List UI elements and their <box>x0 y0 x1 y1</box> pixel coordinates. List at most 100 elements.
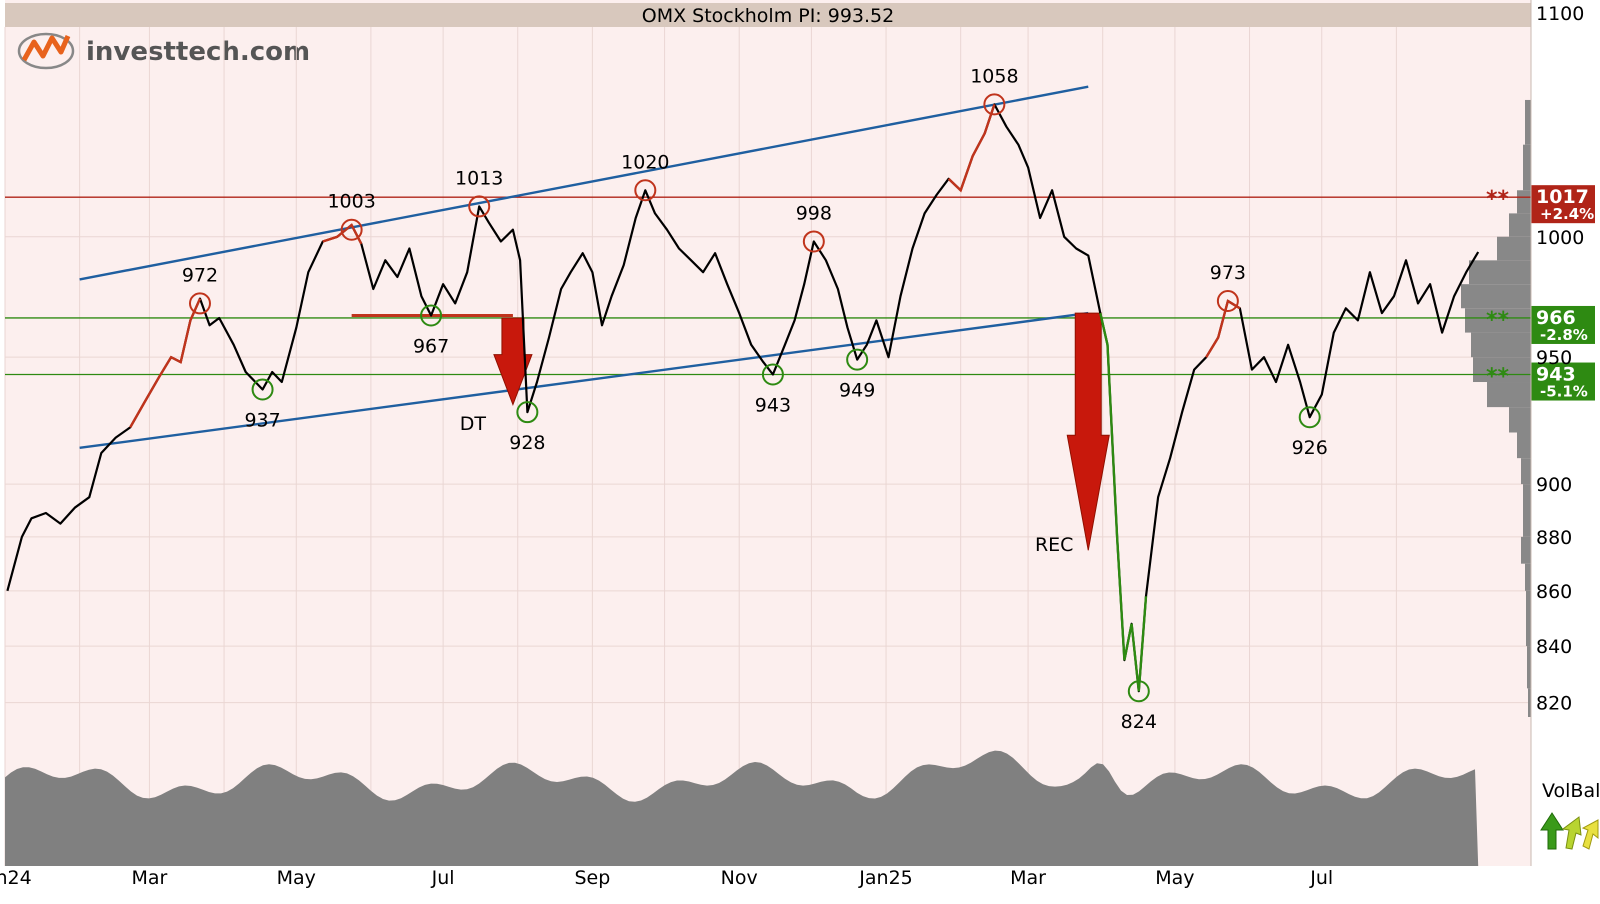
top-marker <box>983 93 1006 116</box>
volume-profile-bar <box>1525 563 1531 591</box>
level-marker: ** <box>1486 308 1510 333</box>
x-tick-label: Mar <box>1010 867 1046 889</box>
price-uptrend-segment <box>129 298 202 428</box>
level-marker: ** <box>1486 187 1510 212</box>
bottom-marker <box>761 363 784 386</box>
price-uptrend-segment <box>1205 299 1241 358</box>
volume-profile-bar <box>1509 213 1531 237</box>
bottom-label: 937 <box>244 410 280 432</box>
top-marker <box>340 218 363 241</box>
x-tick-label: Jan25 <box>858 867 912 889</box>
volbal-indicator: VolBal <box>1540 780 1600 850</box>
y-tick-label: 820 <box>1536 693 1572 715</box>
x-tick-label: Nov <box>721 867 758 889</box>
x-tick-label: Jul <box>431 867 455 889</box>
x-tick-label: Mar <box>132 867 168 889</box>
bottom-label: 824 <box>1121 711 1157 733</box>
x-tick-label: May <box>1155 867 1194 889</box>
trend-channel-lower <box>79 311 1089 450</box>
plot-background <box>5 0 1531 866</box>
investtech-logo: investtech.com <box>17 32 310 70</box>
x-tick-label: Jan24 <box>0 867 32 889</box>
y-tick-label: 1000 <box>1536 227 1584 249</box>
top-label: 973 <box>1210 262 1246 284</box>
bottom-label: 926 <box>1292 437 1328 459</box>
volume-area <box>5 750 1479 866</box>
y-tick-label: 950 <box>1536 347 1572 369</box>
bottom-label: 967 <box>413 336 449 358</box>
top-label: 972 <box>182 264 218 286</box>
volume-profile-bar <box>1471 332 1531 358</box>
top-marker <box>188 292 211 315</box>
price-uptrend-segment <box>947 104 996 193</box>
x-tick-label: Sep <box>574 867 610 889</box>
volume-profile-bar <box>1473 357 1531 383</box>
volume-profile-bar <box>1469 260 1531 285</box>
volume-profile-bar <box>1465 308 1531 333</box>
bottom-label: 928 <box>509 432 545 454</box>
y-tick-label: 860 <box>1536 581 1572 603</box>
level-value: 943 <box>1536 364 1576 386</box>
bottom-marker <box>1298 406 1321 429</box>
bottom-label: 943 <box>755 395 791 417</box>
top-marker <box>802 230 825 253</box>
logo-ring-icon <box>17 32 75 70</box>
top-label: 998 <box>796 202 832 224</box>
y-tick-label: 1100 <box>1536 3 1584 25</box>
level-marker: ** <box>1486 365 1510 390</box>
volume-profile-bar <box>1487 382 1531 408</box>
y-tick-label: 840 <box>1536 636 1572 658</box>
volbal-arrow-right-icon <box>1581 819 1599 850</box>
price-uptrend-segment <box>322 223 363 245</box>
volume-profile-bar <box>1526 590 1531 647</box>
price-downtrend-segment <box>1099 312 1148 692</box>
chart-title: OMX Stockholm PI: 993.52 <box>642 5 894 27</box>
level-change: -5.1% <box>1540 383 1588 401</box>
level-change: -2.8% <box>1540 326 1588 344</box>
pattern-label-dt: DT <box>460 413 487 435</box>
volume-profile-bar <box>1497 236 1531 261</box>
volume-profile-bar <box>1509 407 1531 433</box>
top-label: 1003 <box>327 191 375 213</box>
volume-profile-bar <box>1521 458 1531 485</box>
bottom-marker <box>1127 680 1150 703</box>
level-badge-943 <box>1531 362 1595 401</box>
bottom-marker <box>420 304 443 327</box>
bottom-marker <box>516 401 539 424</box>
y-tick-label: 880 <box>1536 527 1572 549</box>
volbal-label: VolBal <box>1542 780 1600 802</box>
x-tick-label: Jul <box>1309 867 1333 889</box>
volbal-arrow-upright-icon <box>1561 816 1582 850</box>
volume-profile-bar <box>1528 688 1531 717</box>
volume-profile-bar <box>1521 536 1531 564</box>
volume-profile-bar <box>1523 484 1531 537</box>
bottom-marker <box>251 378 274 401</box>
volume-profile-bar <box>1517 432 1531 459</box>
top-label: 1013 <box>455 167 503 189</box>
volume-profile-bar <box>1523 144 1531 191</box>
level-change: +2.4% <box>1540 205 1594 223</box>
bottom-label: 949 <box>839 380 875 402</box>
level-value: 966 <box>1536 307 1576 329</box>
bottom-marker <box>846 348 869 371</box>
volbal-arrow-up-icon <box>1540 812 1564 850</box>
pattern-label-rec: REC <box>1035 534 1073 556</box>
volume-profile-bar <box>1517 190 1531 214</box>
volume-profile-bar <box>1461 284 1531 309</box>
logo-zigzag-icon <box>21 34 71 62</box>
level-badge-1017 <box>1531 185 1595 224</box>
logo-text: investtech.com <box>86 37 310 67</box>
volume-profile-bar <box>1527 646 1531 689</box>
top-marker <box>1216 290 1239 313</box>
top-label: 1020 <box>621 151 669 173</box>
top-label: 1058 <box>970 65 1018 87</box>
level-value: 1017 <box>1536 186 1589 208</box>
title-bar <box>5 3 1531 27</box>
pattern-arrow-rec <box>1066 312 1110 551</box>
level-badge-966 <box>1531 305 1595 344</box>
trend-channel-upper <box>79 85 1089 281</box>
y-tick-label: 900 <box>1536 474 1572 496</box>
x-tick-label: May <box>277 867 316 889</box>
